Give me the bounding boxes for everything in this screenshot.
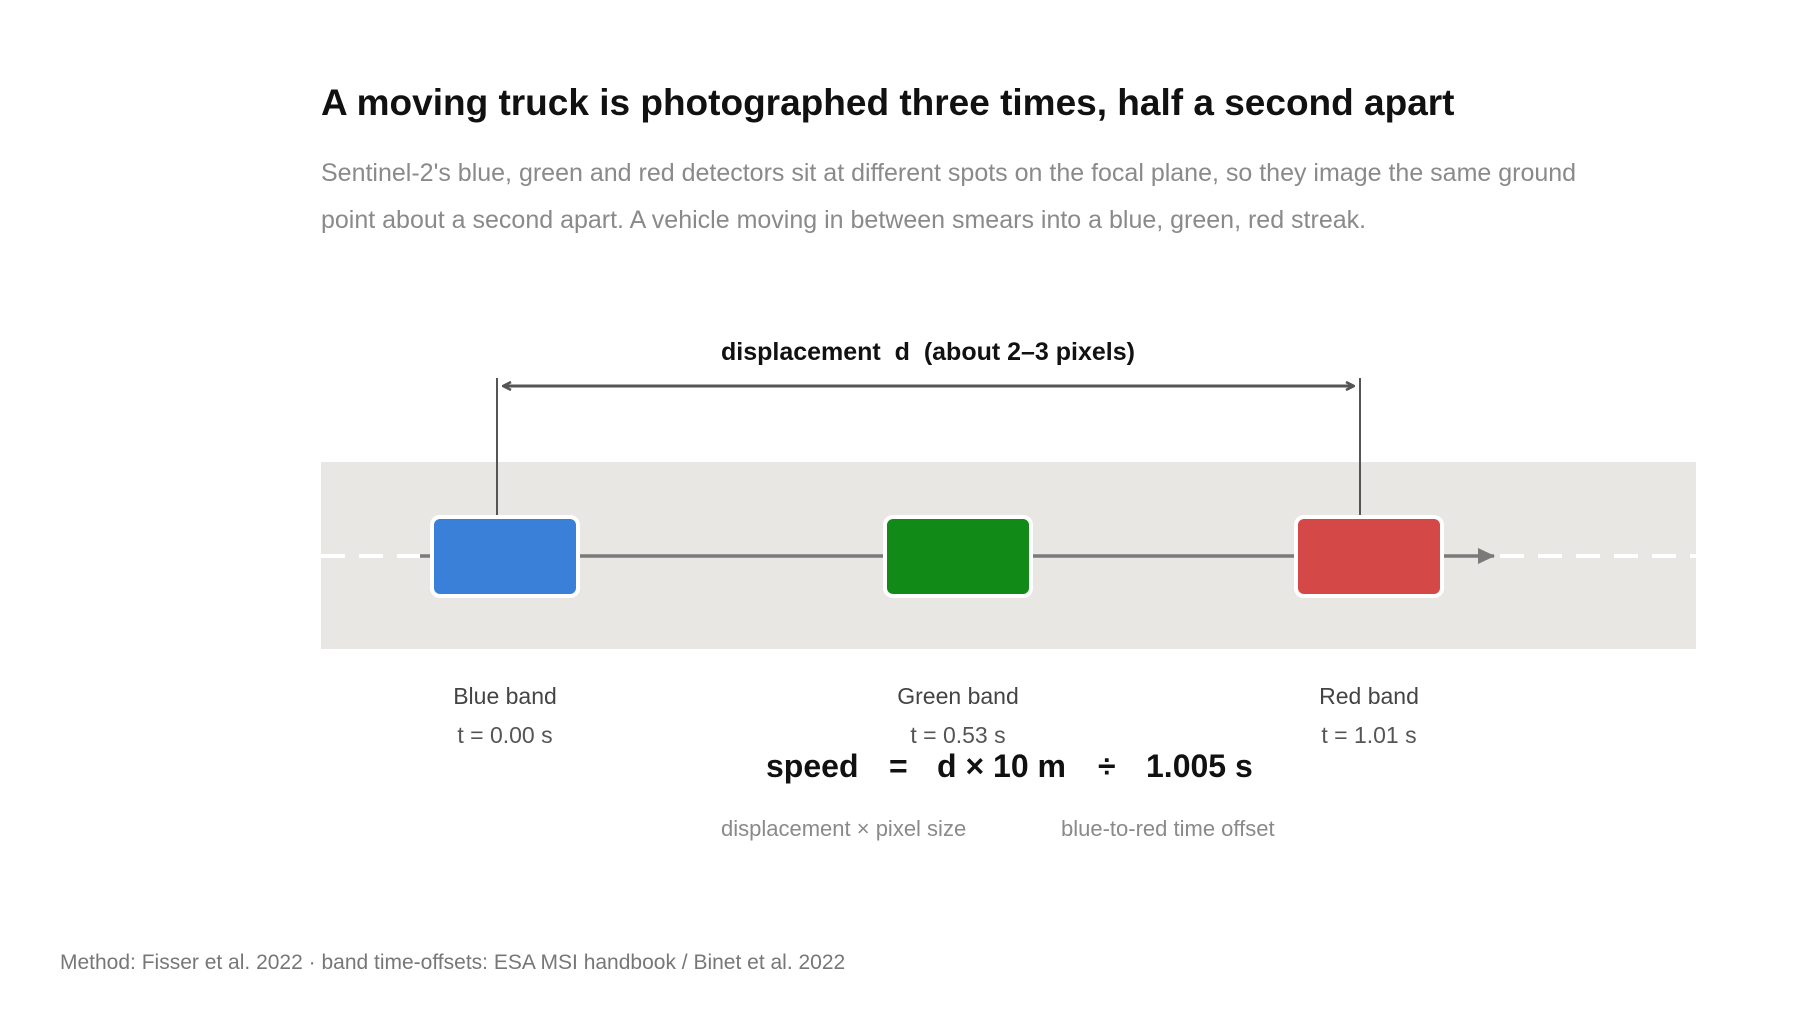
displacement-label: displacement d (about 2–3 pixels)	[721, 338, 1135, 366]
page-title: A moving truck is photographed three tim…	[321, 82, 1455, 123]
formula-equals: =	[889, 748, 908, 784]
page-subtitle: Sentinel-2's blue, green and red detecto…	[321, 159, 1577, 234]
formula-denominator-note: blue-to-red time offset	[1061, 816, 1275, 841]
source-note: Method: Fisser et al. 2022 · band time-o…	[60, 951, 846, 974]
speed-formula: speed = d × 10 m ÷ 1.005 s	[0, 748, 1793, 792]
truck-red-band	[1294, 515, 1444, 598]
band-time-red: t = 1.01 s	[1321, 722, 1417, 748]
formula-numerator: d × 10 m	[937, 748, 1066, 784]
formula-denominator: 1.005 s	[1146, 748, 1253, 784]
band-time-blue: t = 0.00 s	[457, 722, 553, 748]
band-label-red: Red band	[1319, 683, 1419, 709]
formula-numerator-note: displacement × pixel size	[721, 816, 967, 841]
truck-green-band	[883, 515, 1033, 598]
band-label-green: Green band	[897, 683, 1019, 709]
band-time-green: t = 0.53 s	[910, 722, 1006, 748]
formula-speed: speed	[766, 748, 859, 784]
formula-divide: ÷	[1098, 748, 1116, 784]
truck-blue-band	[430, 515, 580, 598]
band-label-blue: Blue band	[453, 683, 557, 709]
